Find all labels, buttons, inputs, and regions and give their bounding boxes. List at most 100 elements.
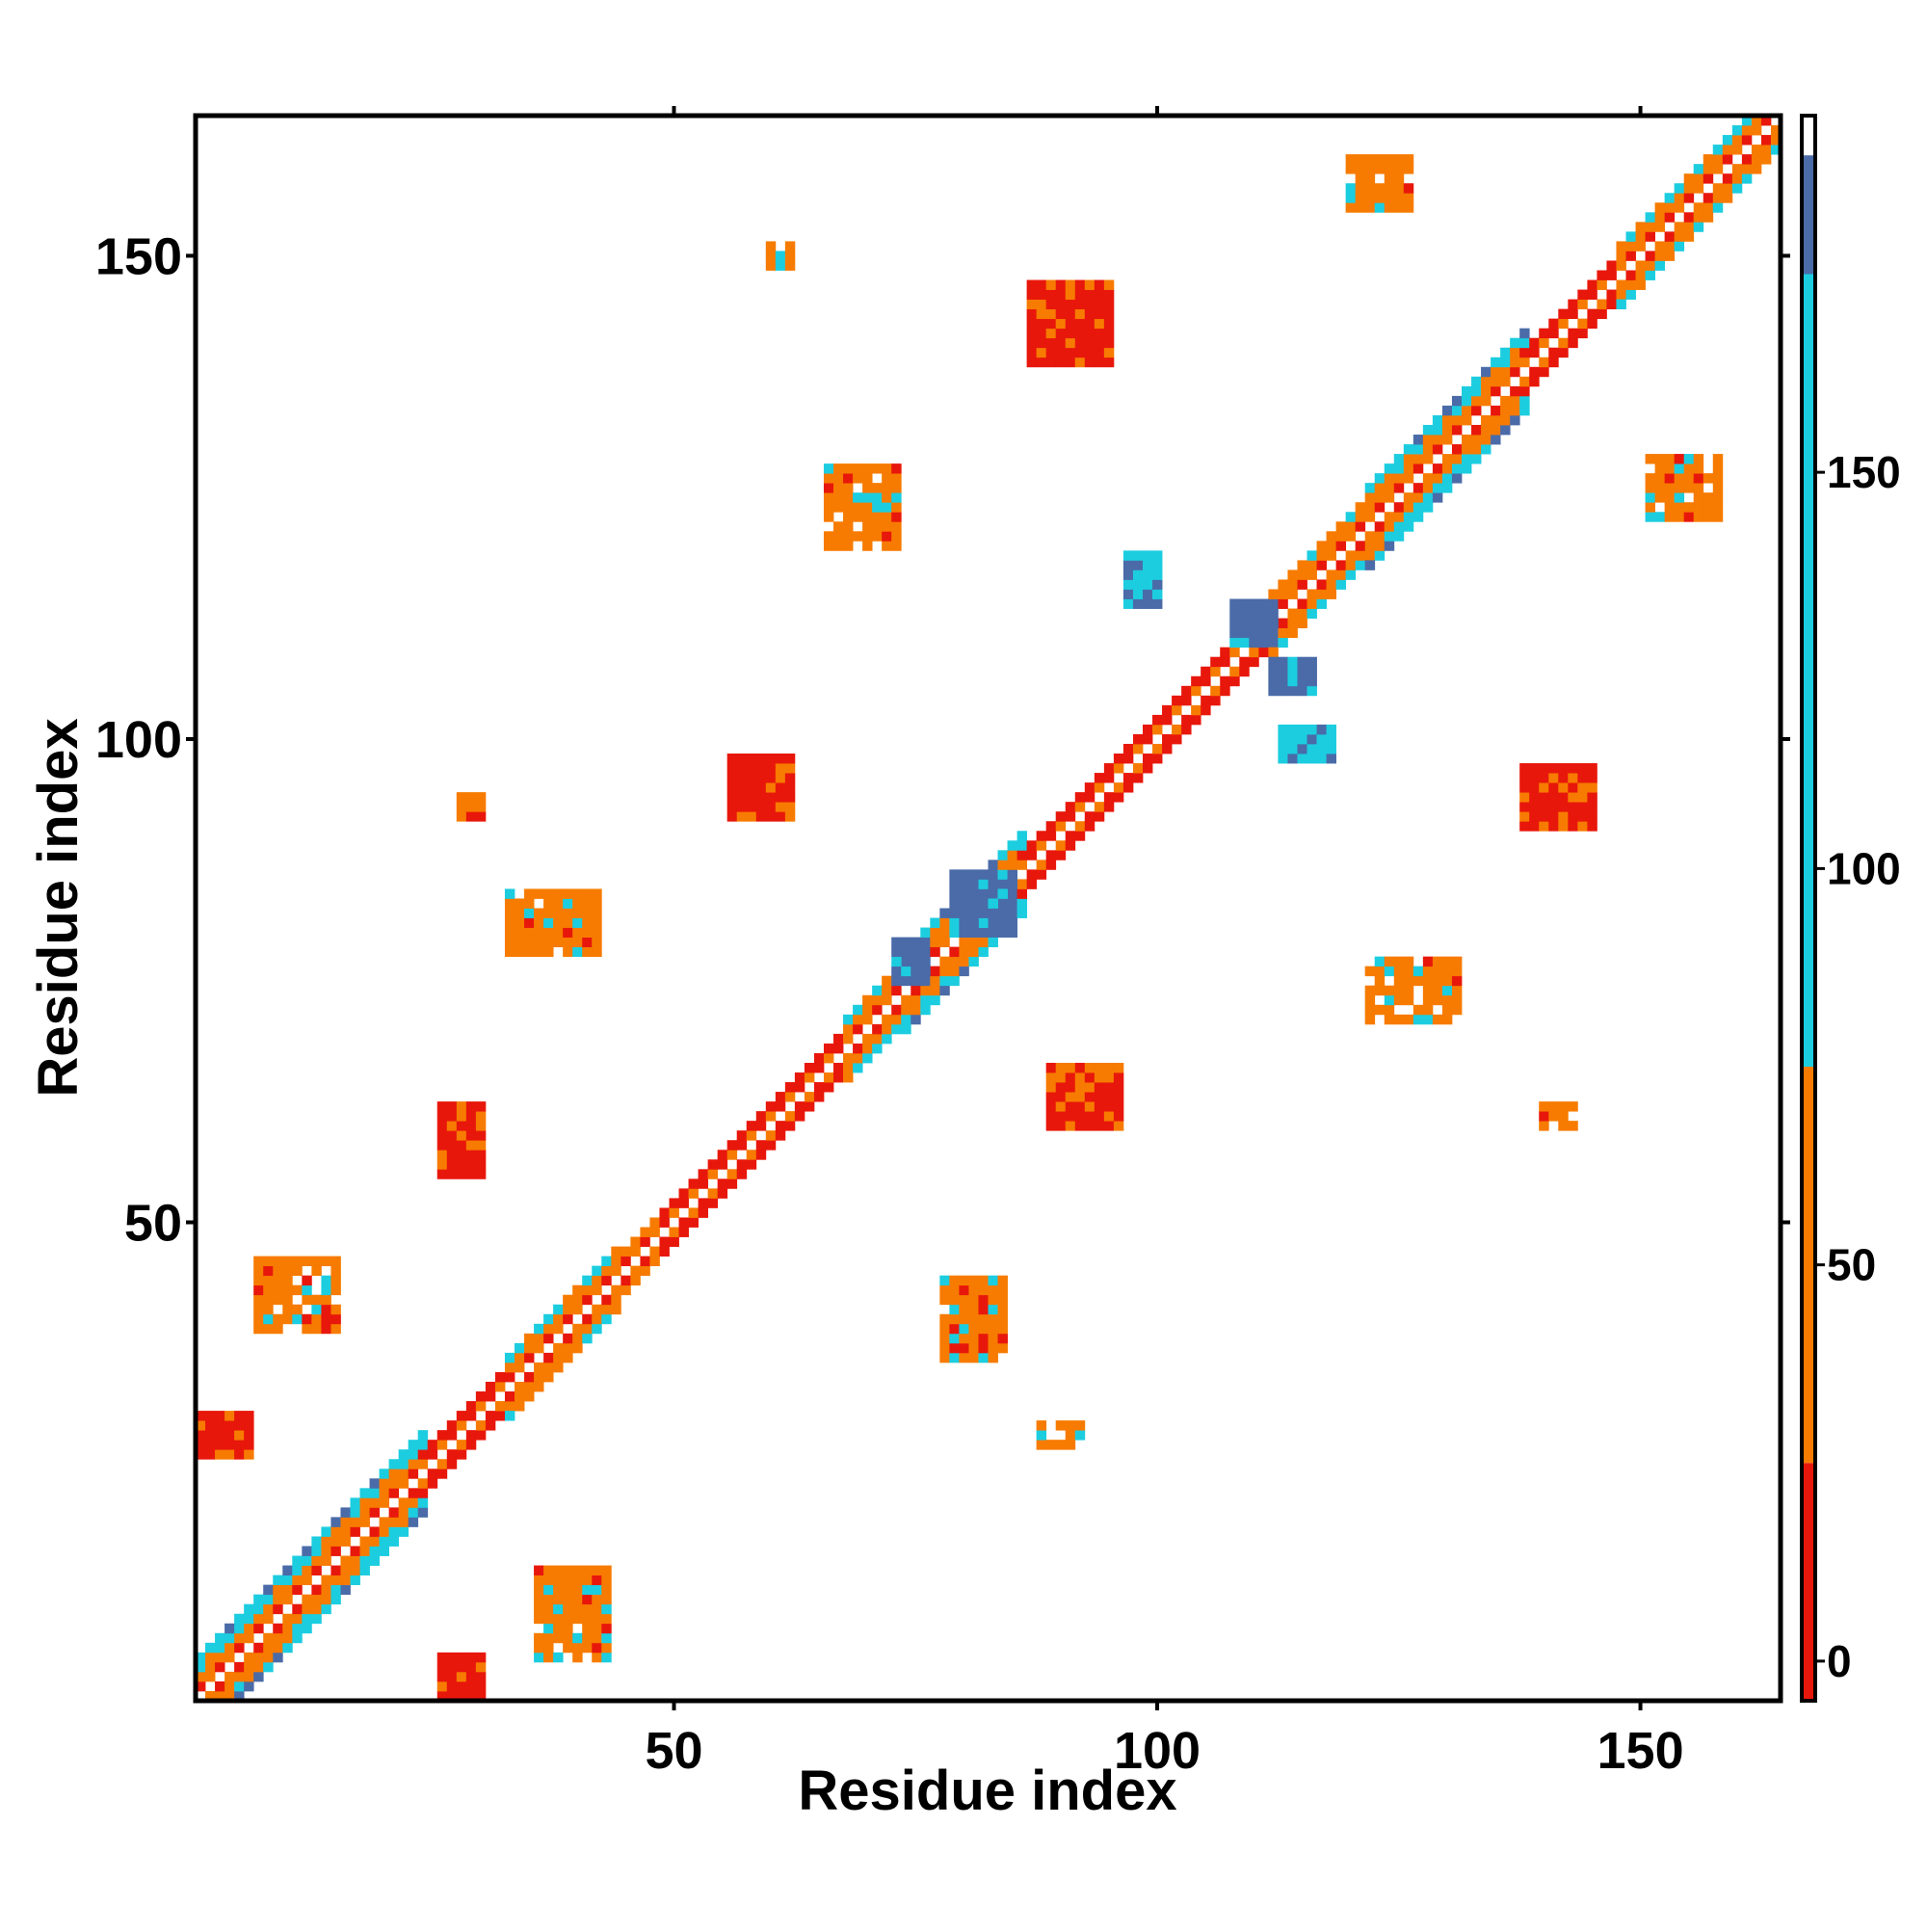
heatmap-cell: [1645, 502, 1655, 513]
heatmap-cell: [234, 1440, 245, 1450]
heatmap-cell: [436, 1169, 448, 1179]
heatmap-cell: [234, 1613, 245, 1625]
heatmap-cell: [292, 1265, 303, 1277]
heatmap-cell: [1393, 985, 1405, 996]
heatmap-cell: [456, 1440, 467, 1450]
heatmap-cell: [1587, 792, 1597, 803]
heatmap-cell: [1229, 675, 1240, 687]
heatmap-cell: [534, 917, 544, 928]
heatmap-cell: [1412, 454, 1424, 464]
heatmap-cell: [1548, 802, 1559, 812]
heatmap-cell: [1510, 395, 1520, 407]
heatmap-cell: [582, 1284, 593, 1296]
heatmap-cell: [1770, 145, 1782, 155]
heatmap-cell: [543, 1313, 554, 1325]
heatmap-cell: [215, 1642, 225, 1654]
heatmap-cell: [1122, 754, 1134, 764]
heatmap-cell: [1355, 183, 1366, 194]
heatmap-cell: [1558, 1101, 1569, 1112]
heatmap-cell: [1393, 202, 1405, 213]
heatmap-cell: [456, 1411, 467, 1421]
heatmap-cell: [1210, 685, 1221, 697]
heatmap-cell: [755, 754, 767, 764]
heatmap-cell: [1693, 512, 1704, 522]
y-axis-label: Residue index: [27, 718, 90, 1097]
heatmap-cell: [1703, 492, 1714, 503]
heatmap-cell: [1384, 512, 1395, 522]
heatmap-cell: [1045, 318, 1057, 330]
heatmap-cell: [930, 946, 940, 958]
heatmap-cell: [234, 1642, 245, 1654]
heatmap-cell: [263, 1652, 274, 1663]
heatmap-cell: [1316, 550, 1327, 561]
heatmap-cell: [1654, 251, 1666, 261]
heatmap-cell: [1132, 589, 1144, 599]
heatmap-cell: [1307, 733, 1317, 745]
heatmap-cell: [1074, 1062, 1086, 1073]
heatmap-cell: [1693, 202, 1704, 213]
heatmap-cell: [1422, 492, 1434, 503]
heatmap-cell: [775, 754, 786, 764]
heatmap-cell: [446, 1150, 458, 1160]
heatmap-cell: [882, 512, 892, 522]
heatmap-cell: [1384, 492, 1395, 503]
heatmap-cell: [1065, 1062, 1076, 1073]
heatmap-cell: [582, 1642, 593, 1654]
heatmap-cell: [1268, 589, 1279, 599]
heatmap-cell: [1210, 666, 1221, 677]
heatmap-cell: [475, 1130, 487, 1141]
heatmap-cell: [1529, 376, 1540, 387]
heatmap-cell: [273, 1623, 283, 1634]
heatmap-cell: [833, 473, 844, 484]
heatmap-cell: [1654, 473, 1666, 484]
heatmap-cell: [1374, 956, 1386, 967]
heatmap-cell: [968, 917, 979, 928]
heatmap-cell: [823, 541, 834, 551]
heatmap-cell: [1519, 376, 1530, 387]
heatmap-cell: [1355, 202, 1366, 213]
heatmap-cell: [707, 1169, 719, 1179]
heatmap-cell: [1364, 202, 1376, 213]
heatmap-cell: [1103, 318, 1115, 330]
heatmap-cell: [1268, 598, 1279, 609]
heatmap-cell: [465, 1440, 477, 1450]
heatmap-cell: [465, 1150, 477, 1160]
heatmap-cell: [649, 1227, 660, 1237]
heatmap-cell: [379, 1526, 390, 1537]
heatmap-cell: [1084, 1121, 1095, 1131]
y-tick-label: 50: [124, 1194, 182, 1252]
heatmap-cell: [388, 1488, 400, 1498]
heatmap-cell: [746, 792, 757, 803]
heatmap-cell: [669, 1207, 679, 1218]
heatmap-cell: [1074, 337, 1086, 349]
heatmap-cell: [543, 1652, 554, 1663]
heatmap-cell: [292, 1313, 303, 1325]
heatmap-cell: [1412, 975, 1424, 987]
heatmap-cell: [253, 1623, 264, 1634]
heatmap-cell: [1568, 802, 1578, 812]
heatmap-cell: [1045, 1440, 1057, 1450]
heatmap-cell: [592, 937, 602, 948]
heatmap-cell: [601, 1256, 612, 1267]
heatmap-cell: [949, 927, 960, 938]
heatmap-cell: [959, 898, 969, 909]
heatmap-cell: [1016, 850, 1028, 860]
heatmap-cell: [1539, 773, 1549, 783]
heatmap-cell: [330, 1584, 341, 1596]
heatmap-cell: [563, 888, 573, 899]
heatmap-cell: [891, 966, 902, 977]
heatmap-cell: [1393, 531, 1405, 542]
heatmap-cell: [1065, 318, 1076, 330]
heatmap-cell: [891, 1023, 902, 1035]
heatmap-cell: [330, 1265, 341, 1277]
heatmap-cell: [1364, 1014, 1376, 1025]
heatmap-cell: [1616, 251, 1626, 261]
heatmap-cell: [843, 1033, 854, 1045]
heatmap-cell: [263, 1256, 274, 1267]
heatmap-cell: [1103, 792, 1115, 803]
heatmap-cell: [843, 1014, 854, 1025]
heatmap-cell: [1278, 743, 1288, 754]
heatmap-cell: [1664, 483, 1676, 493]
heatmap-cell: [234, 1411, 245, 1421]
heatmap-cell: [388, 1469, 400, 1479]
